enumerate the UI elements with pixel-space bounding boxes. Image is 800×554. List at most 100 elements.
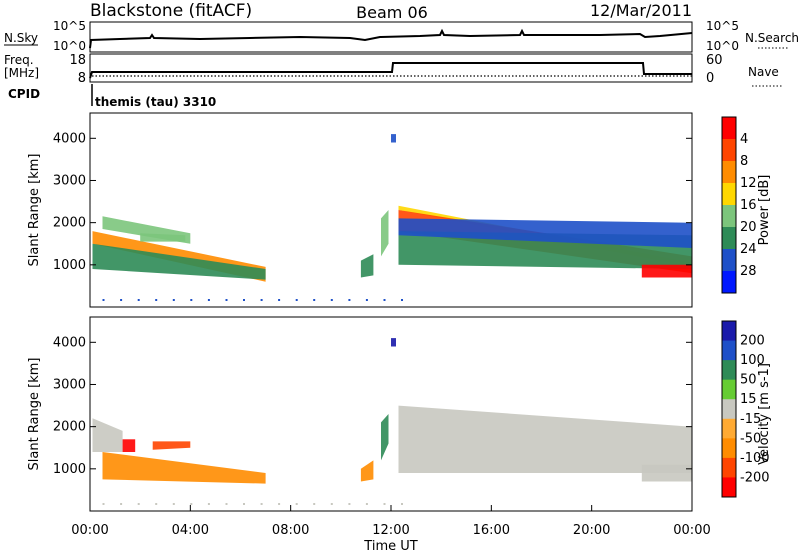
ground-scatter-dot [137,503,140,505]
ground-scatter-dot [313,503,316,505]
freq-label: Freq. [4,53,34,67]
nave-top-tick: 60 [706,53,723,68]
colorbar-tick-label: 200 [740,334,765,349]
velocity-panel: 1000 2000 3000 4000 00:00 04:00 08:00 12:00 16:… [27,316,772,554]
colorbar-segment [722,457,736,478]
colorbar-segment [722,117,736,140]
power-panel: 1000 2000 3000 4000 Slant Range [km] 4 8 12 16… [27,112,772,308]
ground-scatter-dot [313,299,316,301]
heatmap-band [140,233,186,242]
ground-scatter-dot [348,299,351,301]
heatmap-band [92,243,266,280]
velocity-ylabel: Slant Range [km] [27,358,42,471]
colorbar-segment [722,360,736,381]
x-tick-label: 12:00 [372,523,409,538]
ground-scatter-dot [365,503,368,505]
ground-scatter-dot [330,299,333,301]
noise-top-tick: 10^5 [53,19,86,33]
ground-scatter-dot [330,503,333,505]
colorbar-frame [721,116,737,294]
colorbar-segment [722,438,736,459]
velocity-cbar-label: Velocity [m s-1] [757,363,772,465]
date-title: 12/Mar/2011 [590,1,692,20]
colorbar-segment [722,249,736,272]
y-tick-label: 4000 [53,335,86,350]
ground-scatter-dot [260,503,263,505]
station-title: Blackstone (fitACF) [90,1,252,21]
colorbar-tick-label: 8 [740,154,748,169]
freq-strip-frame [89,53,693,83]
ground-scatter-dot [295,299,298,301]
noise-top-tick-right: 10^5 [706,19,739,33]
ground-scatter-dot [365,299,368,301]
ground-scatter-dot [155,299,158,301]
power-yticks: 1000 2000 3000 4000 [53,131,692,273]
ground-scatter-dot [137,299,140,301]
noise-strip-frame [89,21,693,53]
colorbar-segment [722,227,736,250]
ground-scatter-dot [383,299,386,301]
colorbar-tick-label: 28 [740,264,757,279]
colorbar-segment [722,161,736,184]
velocity-xlabel: Time UT [363,539,417,554]
x-tick-label: 16:00 [473,523,510,538]
colorbar-segment [722,271,736,294]
ground-scatter-dot [225,299,228,301]
nsky-label: N.Sky [4,31,38,45]
y-tick-label: 3000 [53,377,86,392]
heatmap-band [381,414,389,461]
power-colorbar: 4 8 12 16 20 24 28 [721,116,757,294]
ground-scatter-dot [190,299,193,301]
ground-scatter-dot [207,299,210,301]
colorbar-tick-label: 100 [740,353,765,368]
heatmap-band [92,418,123,452]
ground-scatter-dot [155,503,158,505]
beam-title: Beam 06 [356,3,428,22]
heatmap-band [398,405,692,473]
ground-scatter-dot [172,299,175,301]
heatmap-band [102,452,266,484]
ground-scatter-dot [295,503,298,505]
ground-scatter-dot [102,299,105,301]
ground-scatter-dot [401,503,403,505]
cpid-value: themis (tau) 3310 [95,95,216,109]
ground-scatter-dot [348,503,351,505]
heatmap-band [391,338,396,347]
colorbar-segment [722,379,736,400]
ground-scatter-dot [172,503,175,505]
colorbar-segment [722,205,736,228]
colorbar-tick-label: -15 [740,412,761,427]
colorbar-segment [722,418,736,439]
colorbar-segment [722,183,736,206]
freq-unit-label: [MHz] [4,66,39,80]
ground-scatter-dot [243,503,245,505]
freq-bottom-tick: 8 [78,71,86,86]
y-tick-label: 3000 [53,173,86,188]
colorbar-tick-label: 16 [740,198,757,213]
ground-scatter-dot [190,503,193,505]
nsearch-label: N.Search [745,31,799,45]
ground-scatter-dot [207,503,210,505]
x-tick-label: 08:00 [272,523,309,538]
ground-scatter-dot [120,503,123,505]
noise-sky-line [89,28,693,49]
velocity-yticks: 1000 2000 3000 4000 [53,335,692,477]
colorbar-segment [722,477,736,498]
heatmap-band [122,439,136,452]
velocity-xticks: 00:00 04:00 08:00 12:00 16:00 20:00 00:00 [71,505,711,538]
colorbar-segment [722,399,736,420]
ground-scatter-dot [260,299,263,301]
heatmap-band [360,460,374,482]
colorbar-tick-label: 20 [740,220,757,235]
velocity-bands [92,338,692,505]
heatmap-band [391,134,396,143]
colorbar-segment [722,340,736,361]
power-frame [89,112,693,308]
ground-scatter-dot [243,299,245,301]
colorbar-tick-label: 15 [740,392,757,407]
heatmap-band [641,264,692,278]
ground-scatter-dot [102,503,105,505]
cpid-label: CPID [8,87,40,101]
nave-label: Nave [748,65,779,79]
colorbar-tick-label: 4 [740,132,748,147]
